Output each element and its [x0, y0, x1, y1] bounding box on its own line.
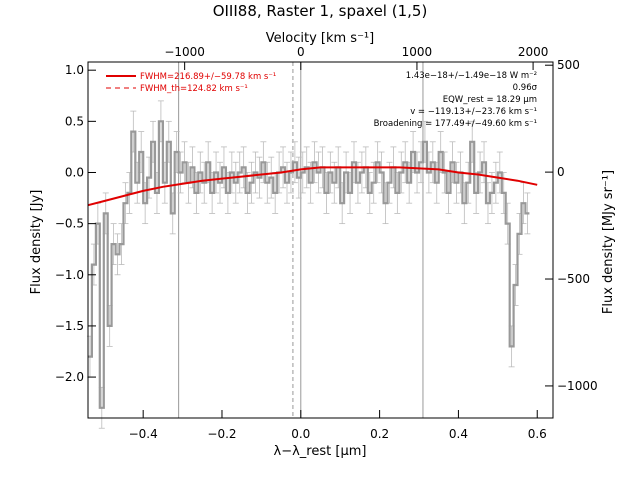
reference-lines [178, 62, 424, 418]
annotation-flux: 1.43e−18+/−1.49e−18 W m⁻² [406, 71, 537, 81]
axis-ticks [88, 62, 553, 418]
y-tick-label-left: 1.0 [65, 63, 84, 77]
legend-entry-fwhm-th: FWHM_th=124.82 km s⁻¹ [140, 84, 248, 94]
top-axis-label: Velocity [km s⁻¹] [266, 31, 374, 46]
x-tick-label: 0.0 [291, 427, 310, 441]
top-tick-label: 0 [297, 45, 305, 59]
y-tick-label-right: 0 [557, 165, 565, 179]
x-tick-label: −0.2 [207, 427, 236, 441]
error-bars [86, 100, 531, 429]
plot-frame [87, 61, 554, 419]
y-tick-label-right: −500 [557, 272, 590, 286]
annotation-velocity: v = −119.13+/−23.76 km s⁻¹ [410, 107, 537, 117]
y-tick-label-left: 0.0 [65, 165, 84, 179]
y-tick-label-left: −1.0 [55, 268, 84, 282]
y-tick-label-left: −2.0 [55, 370, 84, 384]
y-tick-label-right: −1000 [557, 379, 598, 393]
annotation-broadening: Broadening = 177.49+/−49.60 km s⁻¹ [374, 119, 537, 129]
x-tick-label: 0.2 [370, 427, 389, 441]
x-tick-label: 0.6 [528, 427, 547, 441]
top-tick-label: 2000 [518, 45, 549, 59]
y-tick-label-left: 0.5 [65, 114, 84, 128]
top-tick-label: −1000 [164, 45, 205, 59]
axis-tick-labels: −0.4 −0.2 0.0 0.2 0.4 0.6 −1000 0 1000 2000 1.0 0.5… [55, 45, 598, 441]
y-tick-label-left: −0.5 [55, 217, 84, 231]
x-tick-label: 0.4 [449, 427, 468, 441]
data-steps [88, 120, 530, 409]
x-tick-label: −0.4 [129, 427, 158, 441]
model-curve [87, 166, 538, 207]
x-axis-label: λ−λ_rest [μm] [274, 444, 367, 459]
y-axis-label-left: Flux density [Jy] [29, 190, 44, 295]
model-curve-line [87, 166, 538, 207]
y-tick-label-left: −1.5 [55, 319, 84, 333]
legend: FWHM=216.89+/−59.78 km s⁻¹ FWHM_th=124.8… [106, 72, 276, 94]
legend-entry-fwhm: FWHM=216.89+/−59.78 km s⁻¹ [140, 72, 276, 82]
y-tick-label-right: 500 [557, 58, 580, 72]
data-step-line [88, 120, 530, 409]
fit-annotations: 1.43e−18+/−1.49e−18 W m⁻² 0.96σ EQW_rest… [374, 71, 538, 129]
y-axis-label-right: Flux density [MJy sr⁻¹] [601, 170, 616, 314]
annotation-sigma: 0.96σ [513, 83, 538, 93]
top-tick-label: 1000 [402, 45, 433, 59]
chart-title: OIII88, Raster 1, spaxel (1,5) [213, 2, 428, 20]
annotation-eqw: EQW_rest = 18.29 μm [443, 95, 537, 105]
